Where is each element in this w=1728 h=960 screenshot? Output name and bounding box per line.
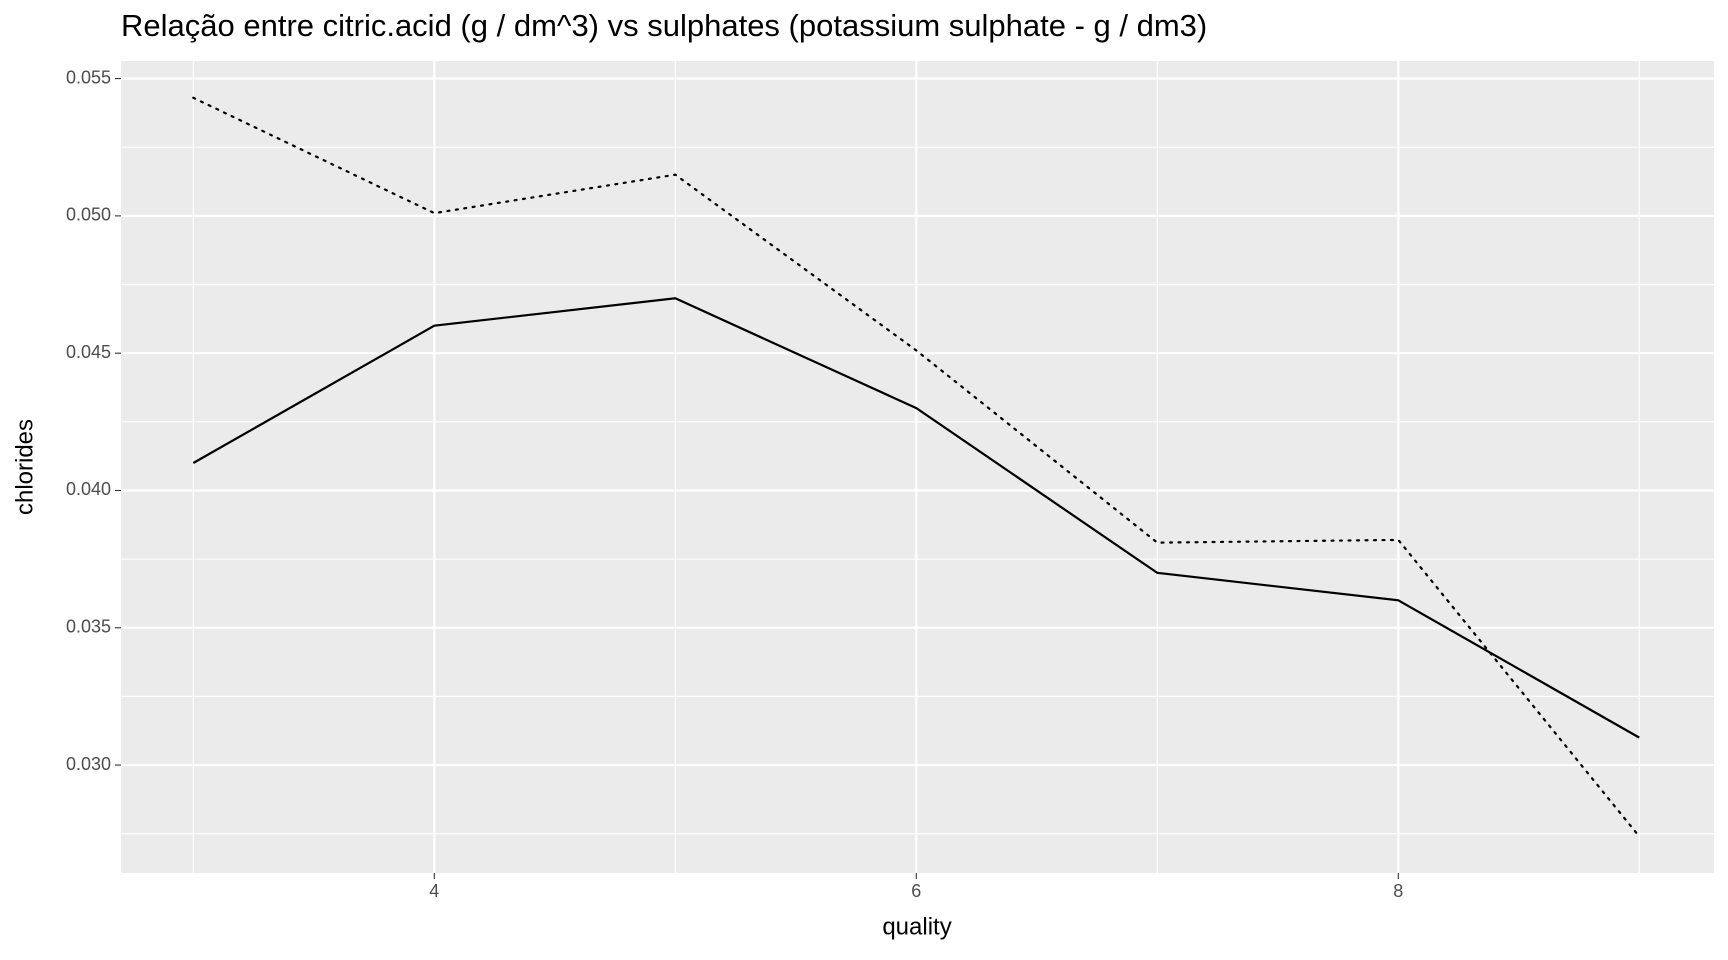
y-tick-label: 0.050: [66, 205, 111, 225]
x-tick-label: 6: [911, 881, 921, 901]
series-line: [192, 297, 1640, 739]
x-tick-label: 8: [1393, 881, 1403, 901]
y-tick-label: 0.035: [66, 617, 111, 637]
x-axis-title: quality: [882, 913, 951, 940]
series-line: [192, 96, 1641, 838]
y-tick-label: 0.055: [66, 67, 111, 87]
panel: [121, 61, 1714, 873]
x-tick-label: 4: [429, 881, 439, 901]
y-tick-label: 0.040: [66, 479, 111, 499]
y-axis-title: chlorides: [11, 419, 38, 515]
y-tick-label: 0.045: [66, 342, 111, 362]
chart-title: Relação entre citric.acid (g / dm^3) vs …: [121, 8, 1207, 43]
y-tick-label: 0.030: [66, 754, 111, 774]
